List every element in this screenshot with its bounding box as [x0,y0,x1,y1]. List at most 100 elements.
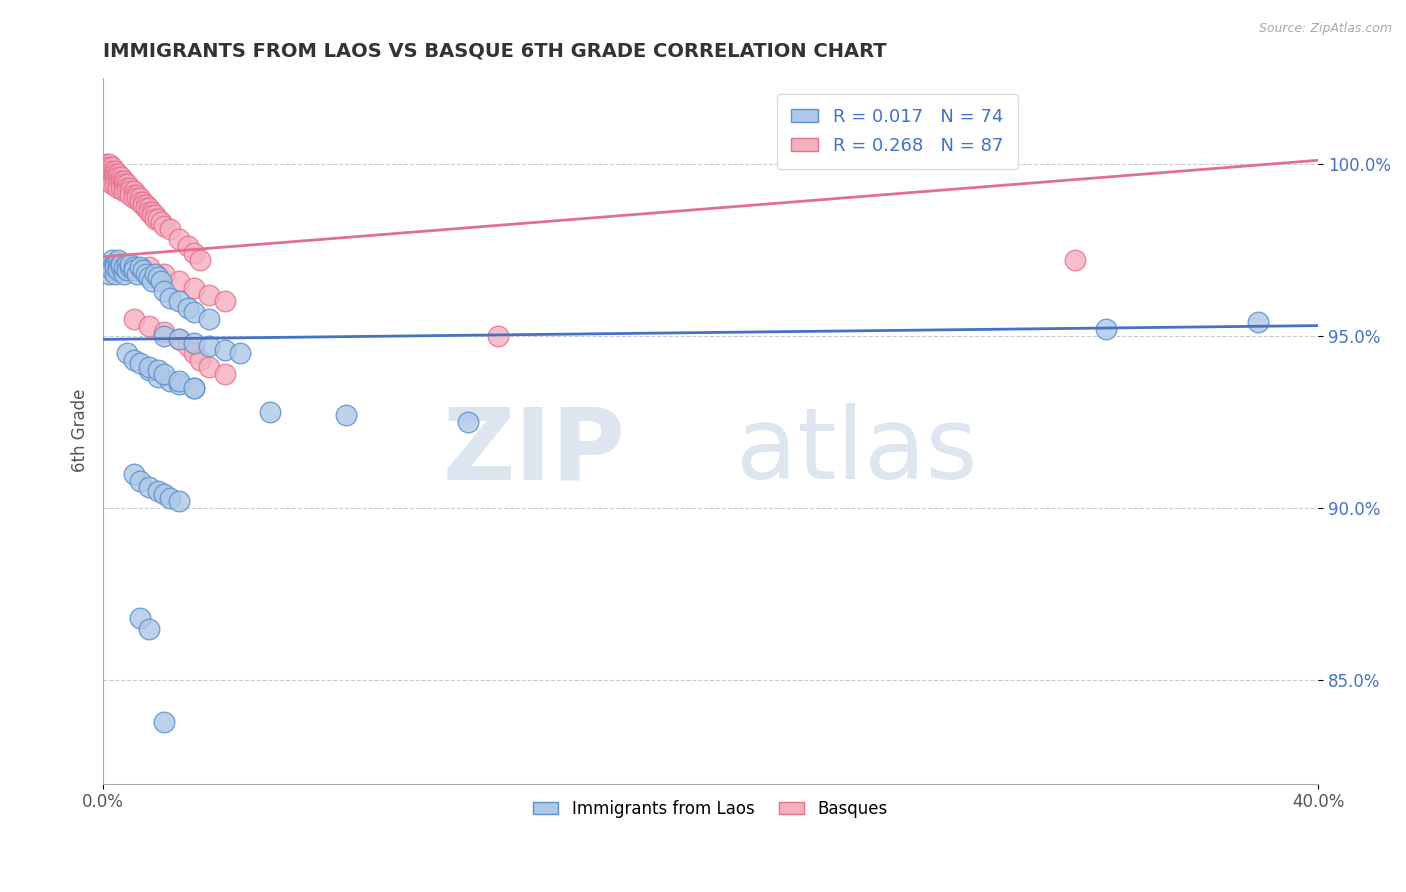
Point [122,263,145,277]
Point [101,263,124,277]
Point [259,405,281,419]
Point [159,222,181,236]
Point [183,381,205,395]
Point [153,714,176,729]
Point [149,215,172,229]
Point [125,187,148,202]
Point [122,311,145,326]
Point [143,211,166,226]
Point [107,181,129,195]
Point [117,346,139,360]
Point [457,415,479,429]
Point [112,260,135,274]
Point [98,260,121,274]
Point [110,260,132,274]
Point [159,291,181,305]
Point [128,191,150,205]
Point [138,622,160,636]
Point [112,178,135,192]
Point [120,184,142,198]
Point [177,239,200,253]
Point [486,329,509,343]
Point [104,174,127,188]
Point [104,170,127,185]
Point [149,274,172,288]
Point [104,260,127,274]
Point [122,184,145,198]
Point [110,170,132,185]
Point [141,274,163,288]
Point [159,491,181,505]
Point [122,353,145,368]
Point [167,232,190,246]
Point [112,267,135,281]
Point [122,260,145,274]
Y-axis label: 6th Grade: 6th Grade [72,389,89,473]
Point [101,178,124,192]
Point [110,257,132,271]
Point [177,339,200,353]
Point [120,181,142,195]
Point [110,181,132,195]
Point [125,267,148,281]
Point [107,260,129,274]
Point [138,318,160,333]
Point [98,167,121,181]
Point [131,198,153,212]
Point [98,170,121,185]
Point [138,270,160,285]
Point [159,374,181,388]
Point [188,353,211,368]
Point [167,494,190,508]
Text: ZIP: ZIP [443,403,626,500]
Point [98,157,121,171]
Text: Source: ZipAtlas.com: Source: ZipAtlas.com [1258,22,1392,36]
Point [135,198,157,212]
Point [131,263,153,277]
Point [112,184,135,198]
Point [101,167,124,181]
Point [110,178,132,192]
Legend: Immigrants from Laos, Basques: Immigrants from Laos, Basques [527,794,894,825]
Point [138,260,160,274]
Point [125,191,148,205]
Point [167,374,190,388]
Point [101,253,124,268]
Point [131,194,153,209]
Point [96,160,118,174]
Point [117,178,139,192]
Point [141,205,163,219]
Point [117,181,139,195]
Point [120,187,142,202]
Point [214,367,236,381]
Point [122,467,145,481]
Point [198,311,221,326]
Point [104,267,127,281]
Point [101,160,124,174]
Point [98,163,121,178]
Point [120,260,142,274]
Point [214,343,236,357]
Point [138,481,160,495]
Point [153,487,176,501]
Point [138,363,160,377]
Point [128,260,150,274]
Point [96,167,118,181]
Point [146,363,169,377]
Point [1246,315,1268,329]
Point [101,170,124,185]
Point [198,339,221,353]
Point [101,174,124,188]
Point [167,377,190,392]
Point [146,211,169,226]
Point [146,370,169,384]
Point [167,332,190,346]
Point [110,174,132,188]
Point [117,184,139,198]
Point [1064,253,1087,268]
Point [214,294,236,309]
Point [107,178,129,192]
Point [138,359,160,374]
Point [117,263,139,277]
Point [153,367,176,381]
